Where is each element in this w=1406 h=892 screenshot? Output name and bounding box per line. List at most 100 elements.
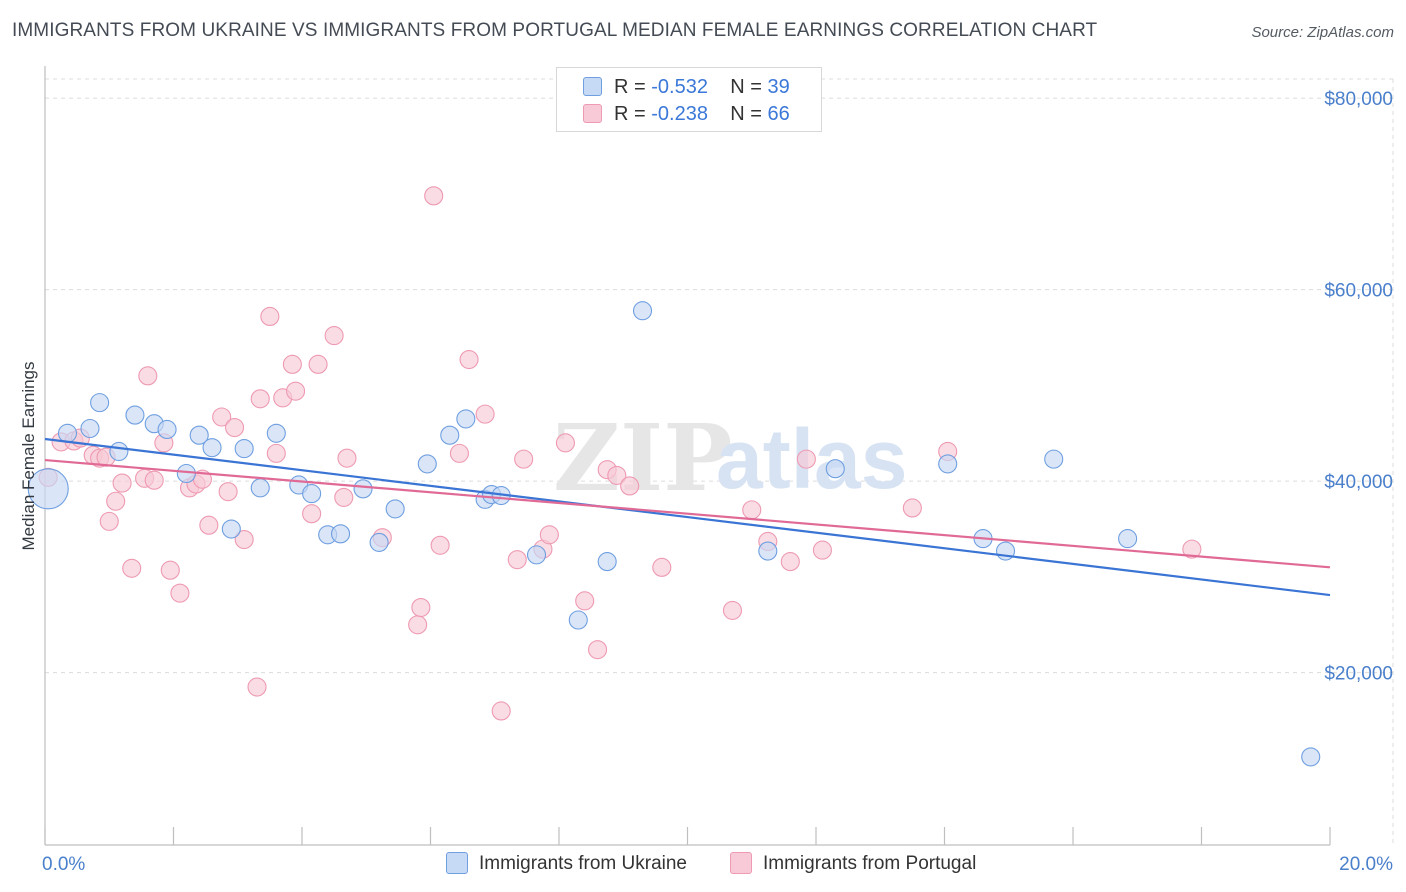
ukraine-point	[157, 419, 177, 439]
ukraine-point	[330, 524, 351, 544]
y-axis-label: Median Female Earnings	[19, 362, 38, 551]
legend-text-portugal: R = -0.238 N = 66	[614, 103, 790, 126]
portugal-point	[170, 583, 190, 603]
trend-lines	[44, 437, 1331, 597]
ukraine-point	[125, 405, 145, 425]
portugal-point	[122, 558, 142, 578]
portugal-point	[337, 448, 357, 468]
n-label: N =	[730, 76, 762, 98]
portugal-point	[250, 389, 270, 409]
portugal-point	[286, 381, 306, 401]
y-tick-label: $60,000	[1324, 281, 1393, 302]
ukraine-point	[90, 393, 110, 413]
portugal-point	[99, 511, 119, 531]
y-tick-label: $40,000	[1324, 472, 1393, 493]
portugal-swatch	[730, 852, 752, 874]
ukraine-point	[250, 478, 270, 498]
correlation-legend: R = -0.532 N = 39 R = -0.238 N = 66	[556, 67, 822, 132]
tick-labels: $20,000 $40,000 $60,000 $80,000 0.0% 20.0%	[42, 89, 1393, 875]
n-label: N =	[730, 103, 762, 125]
r-label: R =	[614, 103, 646, 125]
portugal-point	[555, 433, 575, 453]
watermark: ZIP atlas	[553, 404, 907, 512]
portugal-trend-line	[44, 458, 1331, 569]
portugal-point	[514, 449, 534, 469]
ukraine-point	[189, 425, 209, 445]
ukraine-point	[526, 545, 547, 565]
portugal-point	[324, 326, 344, 346]
x-tick-label-max: 20.0%	[1339, 854, 1393, 875]
portugal-point	[199, 515, 219, 535]
portugal-point	[282, 354, 302, 374]
portugal-points	[38, 186, 1202, 721]
portugal-point	[491, 701, 511, 721]
portugal-point	[449, 443, 469, 463]
ukraine-point	[27, 468, 69, 510]
ukraine-point	[938, 454, 958, 474]
legend-text-ukraine: R = -0.532 N = 39	[614, 76, 790, 99]
portugal-point	[587, 640, 608, 660]
ukraine-point	[80, 418, 100, 439]
portugal-point	[218, 482, 238, 502]
n-value-ukraine: 39	[767, 76, 790, 98]
portugal-point	[138, 366, 158, 386]
ukraine-trend-line	[44, 437, 1331, 597]
portugal-point	[160, 560, 180, 580]
y-tick-label: $20,000	[1324, 664, 1393, 685]
ukraine-point	[221, 519, 241, 539]
ukraine-swatch	[446, 852, 468, 874]
ukraine-point	[632, 301, 653, 321]
ukraine-point	[456, 409, 476, 429]
portugal-point	[812, 540, 832, 560]
portugal-point	[411, 597, 431, 618]
watermark-zip: ZIP	[553, 404, 732, 512]
portugal-point	[780, 552, 800, 572]
portugal-point	[106, 491, 126, 511]
ukraine-point	[202, 438, 222, 458]
portugal-point	[212, 407, 232, 427]
x-tick-label-min: 0.0%	[42, 854, 85, 875]
portugal-point	[607, 465, 627, 485]
portugal-point	[796, 449, 816, 469]
ukraine-point	[758, 541, 778, 561]
ukraine-point	[385, 499, 405, 519]
ukraine-point	[234, 439, 254, 459]
portugal-point	[507, 550, 527, 570]
portugal-point	[742, 500, 762, 520]
ukraine-point	[109, 441, 129, 462]
ukraine-point	[302, 484, 322, 504]
portugal-point	[224, 417, 245, 438]
y-tick-label: $80,000	[1324, 89, 1393, 110]
ukraine-point	[417, 454, 437, 474]
portugal-point	[652, 557, 672, 577]
axes	[44, 66, 1331, 846]
portugal-point	[112, 473, 132, 493]
ukraine-point	[57, 423, 78, 443]
portugal-point	[722, 600, 743, 620]
portugal-point	[334, 487, 354, 507]
ukraine-point	[1044, 449, 1064, 469]
ukraine-point	[440, 425, 460, 445]
chart-title: IMMIGRANTS FROM UKRAINE VS IMMIGRANTS FR…	[12, 20, 1098, 41]
ukraine-point	[597, 552, 617, 572]
ukraine-point	[825, 459, 845, 479]
portugal-point	[234, 530, 254, 550]
r-label: R =	[614, 76, 646, 98]
ukraine-point	[1118, 529, 1138, 549]
portugal-point	[1182, 539, 1202, 559]
source-label: Source: ZipAtlas.com	[1251, 24, 1394, 41]
portugal-swatch	[583, 104, 602, 123]
portugal-point	[430, 535, 450, 555]
portugal-point	[539, 525, 559, 545]
ukraine-swatch	[583, 77, 602, 96]
portugal-point	[620, 476, 640, 496]
ukraine-point	[1301, 747, 1321, 767]
ukraine-point	[369, 532, 389, 552]
ukraine-points	[27, 301, 1321, 767]
bottom-legend-portugal-label: Immigrants from Portugal	[763, 853, 977, 874]
portugal-point	[475, 404, 495, 424]
portugal-point	[144, 470, 164, 490]
ukraine-point	[353, 479, 373, 499]
portugal-point	[308, 354, 328, 374]
